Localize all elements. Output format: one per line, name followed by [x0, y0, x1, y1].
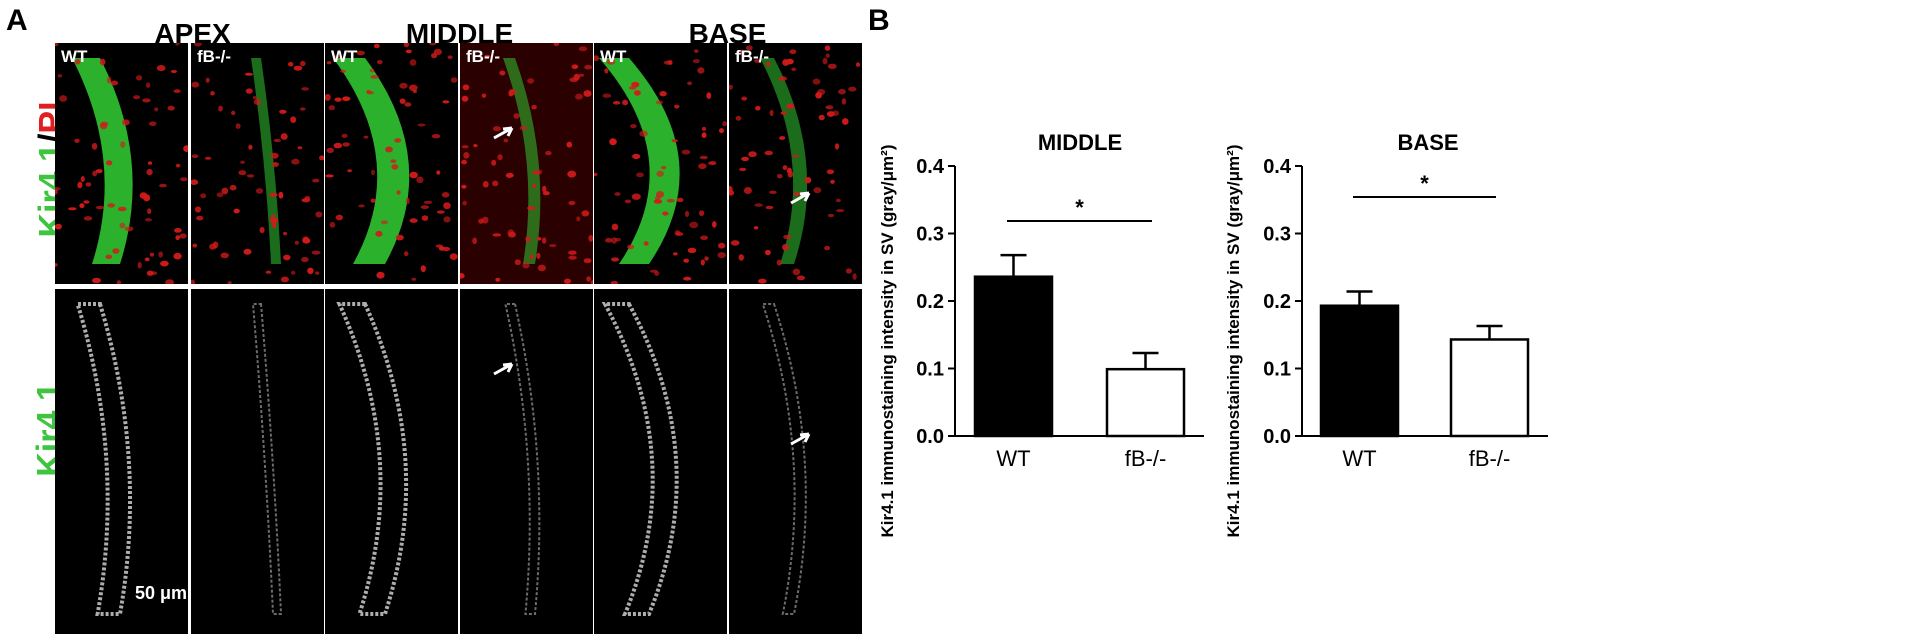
tissue-image	[191, 43, 324, 284]
kir41-micrograph	[594, 289, 727, 634]
x-tick-label: fB-/-	[1469, 446, 1511, 471]
bar-fb-knockout	[1449, 338, 1530, 438]
y-axis-label: Kir4.1 immunostaining intensity in SV (g…	[1224, 145, 1243, 538]
chart-title: BASE	[1397, 130, 1458, 155]
bar-wt	[1319, 304, 1400, 438]
tissue-image	[601, 302, 679, 616]
chart-title: MIDDLE	[1038, 130, 1122, 155]
tissue-image	[729, 45, 861, 284]
tissue-image	[325, 43, 458, 281]
y-tick-label: 0.4	[916, 156, 945, 178]
y-tick-label: 0.0	[916, 426, 944, 448]
genotype-label: WT	[600, 47, 627, 66]
kir41-micrograph	[191, 289, 324, 634]
kir41-micrograph	[325, 289, 458, 634]
arrow-icon	[493, 362, 514, 376]
y-tick-label: 0.3	[916, 224, 944, 246]
significance-marker: *	[1075, 195, 1084, 220]
kir41-micrograph	[460, 289, 593, 634]
kir41-micrograph	[729, 289, 862, 634]
significance-marker: *	[1420, 171, 1429, 196]
panel-a-label: A	[6, 4, 28, 37]
tissue-image	[251, 303, 283, 615]
y-tick-label: 0.1	[916, 359, 944, 381]
merged-micrograph: WT	[594, 43, 727, 284]
tissue-image	[761, 303, 811, 615]
x-tick-label: WT	[1342, 446, 1376, 471]
x-tick-label: WT	[996, 446, 1030, 471]
bar-wt	[973, 275, 1054, 438]
merged-micrograph: fB-/-	[460, 43, 593, 284]
genotype-label: WT	[331, 47, 358, 66]
panel-b-label: B	[868, 4, 890, 37]
bar-fb-knockout	[1105, 367, 1186, 438]
y-tick-label: 0.2	[916, 291, 944, 313]
arrow-icon	[493, 126, 514, 140]
y-tick-label: 0.2	[1263, 291, 1291, 313]
tissue-image	[55, 43, 188, 284]
arrow-icon	[790, 191, 811, 205]
tissue-image	[74, 302, 132, 616]
genotype-label: WT	[61, 47, 88, 66]
y-tick-label: 0.0	[1263, 426, 1291, 448]
y-tick-label: 0.3	[1263, 224, 1291, 246]
scale-bar-label: 50 μm	[135, 583, 188, 603]
kir41-micrograph	[55, 289, 188, 634]
y-tick-label: 0.1	[1263, 359, 1291, 381]
x-tick-label: fB-/-	[1125, 446, 1167, 471]
y-tick-label: 0.4	[1263, 156, 1292, 178]
tissue-image	[493, 303, 541, 615]
genotype-label: fB-/-	[466, 47, 500, 66]
merged-micrograph: fB-/-	[729, 43, 862, 284]
genotype-label: fB-/-	[735, 47, 769, 66]
tissue-image	[460, 43, 593, 284]
tissue-image	[594, 49, 727, 284]
y-axis-label: Kir4.1 immunostaining intensity in SV (g…	[878, 145, 897, 538]
merged-micrograph: WT	[55, 43, 188, 284]
genotype-label: fB-/-	[197, 47, 231, 66]
merged-micrograph: fB-/-	[191, 43, 324, 284]
merged-micrograph: WT	[325, 43, 458, 284]
arrow-icon	[790, 432, 811, 446]
